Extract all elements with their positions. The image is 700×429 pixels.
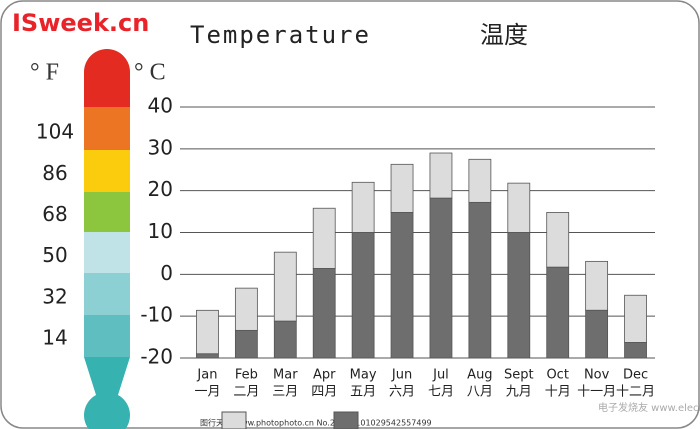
y-tick-label: -20	[140, 345, 173, 369]
legend-swatch	[333, 411, 359, 429]
bar-high	[624, 294, 647, 343]
bar-low	[234, 329, 258, 359]
f-tick-label: 32	[42, 284, 67, 308]
logo: ISweek.cn	[12, 9, 149, 37]
x-tick-label-cn: 十月	[545, 385, 571, 400]
f-tick-label: 68	[42, 202, 67, 226]
watermark: 电子发烧友 www.elecfans.com	[598, 401, 700, 414]
x-tick-label-cn: 四月	[311, 385, 337, 400]
x-tick-label-cn: 三月	[272, 385, 298, 400]
x-tick-label: Jul	[432, 368, 449, 383]
x-tick-label: Mar	[273, 368, 298, 383]
bar-low	[390, 212, 414, 359]
bar-low	[273, 320, 297, 359]
f-tick-label: 14	[42, 326, 67, 350]
bar-high	[468, 158, 492, 203]
bar-high	[507, 182, 531, 233]
f-unit: ° F	[30, 60, 59, 86]
bar-low	[312, 268, 336, 359]
c-unit: ° C	[134, 60, 166, 86]
bar-high	[351, 181, 375, 233]
bar-high	[273, 251, 297, 322]
bar-high	[429, 152, 453, 199]
x-tick-label-cn: 九月	[506, 385, 532, 400]
x-tick-label: Jun	[391, 368, 412, 383]
y-tick-label: -10	[140, 303, 173, 327]
x-tick-label-cn: 六月	[389, 385, 415, 400]
x-tick-label: May	[350, 368, 377, 383]
x-tick-label: Feb	[235, 368, 258, 383]
bar-high	[390, 163, 414, 213]
bar-low	[585, 309, 609, 359]
y-tick-label: 10	[148, 219, 173, 243]
x-tick-label-cn: 八月	[467, 385, 493, 400]
chart-title: Temperature	[190, 21, 371, 49]
x-tick-label: Apr	[313, 368, 336, 383]
bar-low	[546, 266, 570, 359]
x-tick-label-cn: 五月	[350, 385, 376, 400]
legend-swatch	[221, 411, 247, 429]
x-tick-label-cn: 十二月	[616, 385, 655, 400]
y-tick-label: 20	[148, 177, 173, 201]
bar-high	[196, 309, 219, 355]
bar-high	[312, 207, 336, 269]
f-tick-label: 50	[42, 243, 67, 267]
bar-low	[468, 201, 492, 359]
x-tick-label: Oct	[546, 368, 568, 383]
x-tick-label: Sept	[504, 368, 534, 383]
x-tick-label-cn: 十一月	[577, 385, 616, 400]
bar-low	[624, 342, 647, 359]
f-tick-label: 104	[36, 120, 74, 144]
x-tick-label: Nov	[584, 368, 610, 383]
bar-low	[196, 353, 219, 359]
bar-high	[585, 260, 609, 311]
bar-high	[234, 287, 258, 331]
x-tick-label-cn: 一月	[194, 385, 220, 400]
x-tick-label-cn: 七月	[428, 385, 454, 400]
x-tick-label-cn: 二月	[233, 385, 259, 400]
bar-low	[429, 197, 453, 359]
y-tick-label: 0	[160, 261, 173, 285]
y-tick-label: 30	[148, 135, 173, 159]
bar-low	[507, 232, 531, 359]
bar-high	[546, 212, 570, 268]
y-tick-label: 40	[148, 94, 173, 118]
x-tick-label: Dec	[623, 368, 648, 383]
f-tick-label: 86	[42, 161, 67, 185]
thermometer	[84, 49, 130, 429]
watermark: 图行天下 www.photophoto.cn No.20141101029542…	[200, 418, 432, 428]
bar-low	[351, 232, 375, 359]
x-tick-label: Jan	[196, 368, 217, 383]
chart-title-cn: 温度	[480, 21, 528, 49]
x-tick-label: Aug	[467, 368, 492, 383]
